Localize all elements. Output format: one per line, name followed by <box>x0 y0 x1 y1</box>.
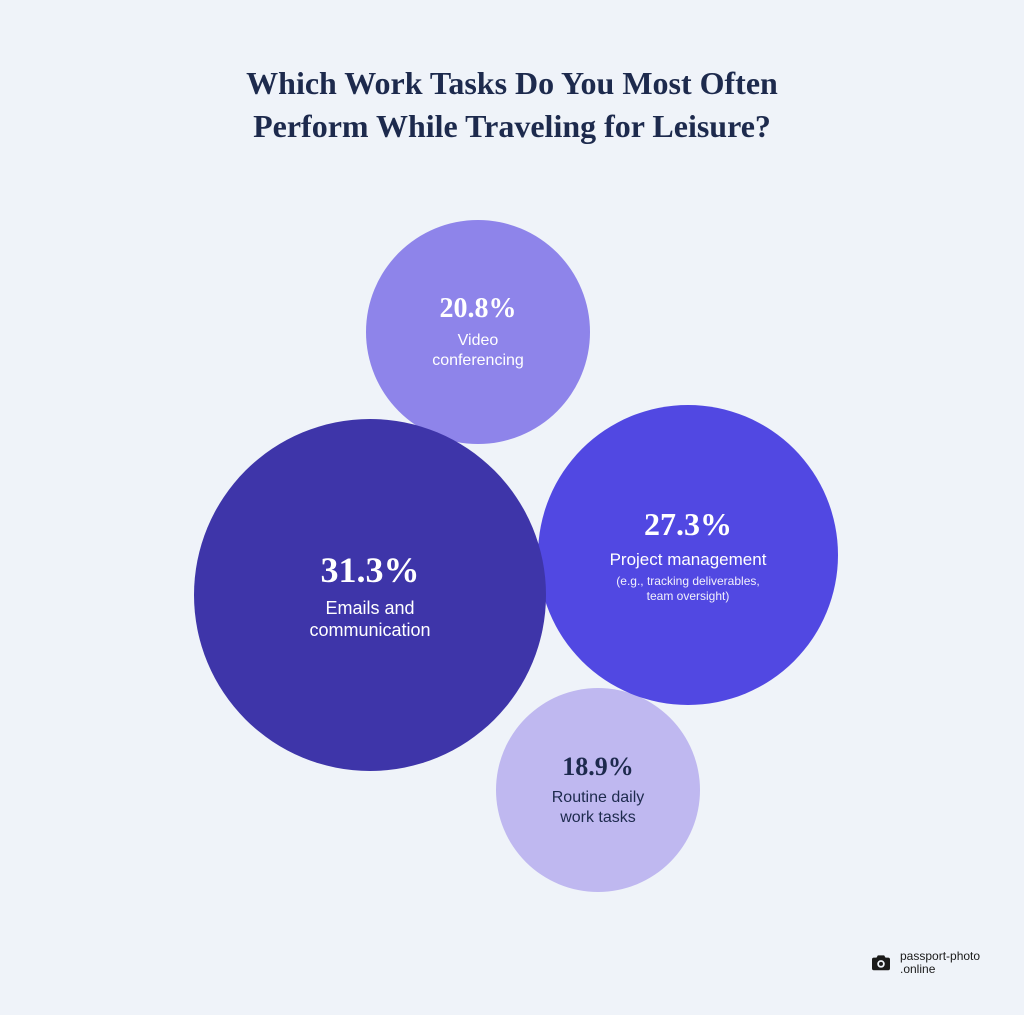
bubble-project-management: 27.3% Project management (e.g., tracking d… <box>538 405 838 705</box>
bubble-routine-tasks: 18.9% Routine dailywork tasks <box>496 688 700 892</box>
bubble-percent: 27.3% <box>644 506 732 543</box>
title-line-1: Which Work Tasks Do You Most Often <box>246 65 778 101</box>
bubble-label: Videoconferencing <box>432 331 524 371</box>
attribution-line-1: passport-photo <box>900 950 980 963</box>
bubble-label: Routine dailywork tasks <box>552 788 645 828</box>
bubble-label: Emails andcommunication <box>309 597 430 642</box>
attribution: passport-photo .online <box>870 950 980 975</box>
bubble-sublabel: (e.g., tracking deliverables,team oversi… <box>616 574 759 604</box>
bubble-video-conferencing: 20.8% Videoconferencing <box>366 220 590 444</box>
camera-icon <box>870 954 892 972</box>
bubble-emails: 31.3% Emails andcommunication <box>194 419 546 771</box>
attribution-line-2: .online <box>900 963 980 976</box>
bubble-percent: 20.8% <box>440 293 517 325</box>
bubble-percent: 31.3% <box>321 549 420 591</box>
attribution-text: passport-photo .online <box>900 950 980 975</box>
title-line-2: Perform While Traveling for Leisure? <box>253 108 771 144</box>
bubble-label: Project management <box>610 549 767 570</box>
bubble-percent: 18.9% <box>562 752 634 782</box>
chart-title: Which Work Tasks Do You Most Often Perfo… <box>0 62 1024 148</box>
infographic-canvas: Which Work Tasks Do You Most Often Perfo… <box>0 0 1024 1015</box>
